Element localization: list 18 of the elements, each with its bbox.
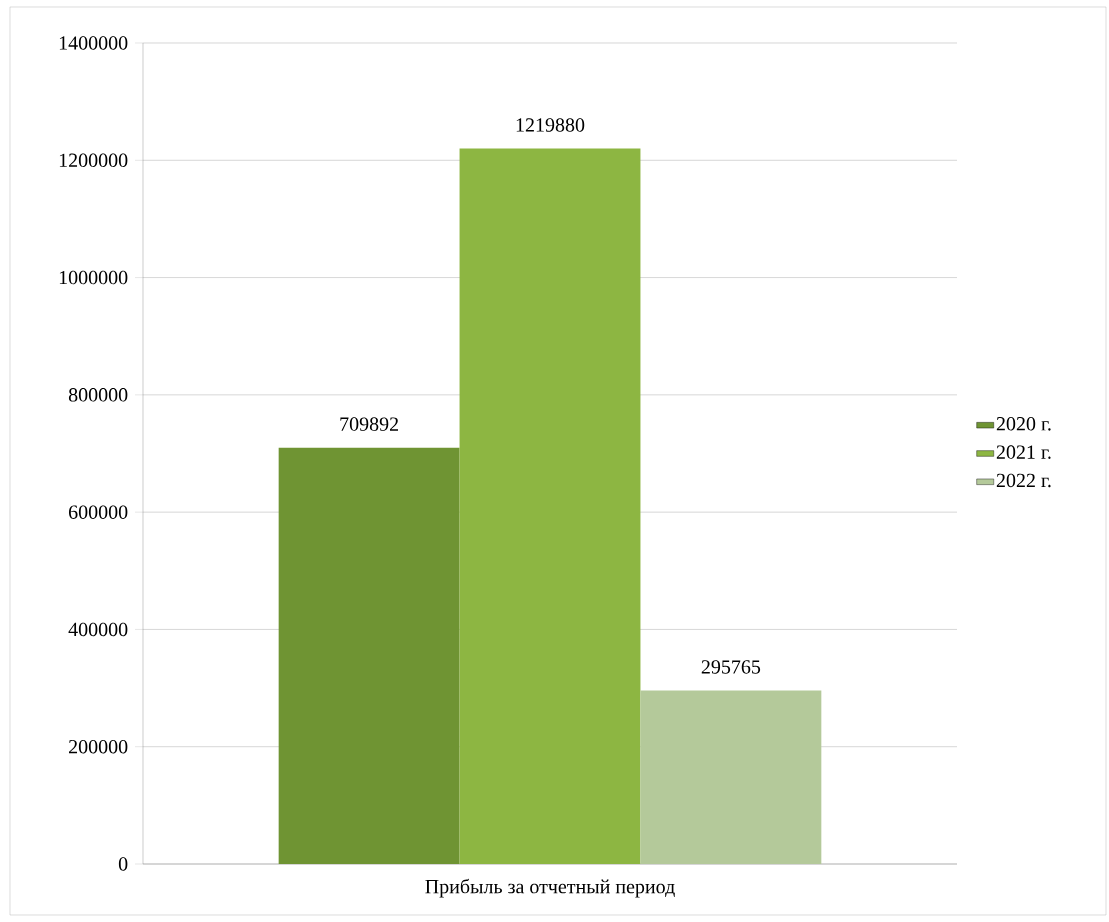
y-tick-label: 800000	[68, 388, 128, 402]
bar	[278, 447, 460, 864]
y-tick-label: 600000	[69, 505, 128, 519]
y-tick-label: 1000000	[59, 270, 128, 285]
bar	[459, 148, 641, 864]
data-label: 295765	[701, 660, 761, 674]
y-tick-label: 1200000	[59, 153, 128, 168]
legend-label: 2022 г.	[996, 473, 1051, 488]
x-tick-label: Прибыль за отчетный период	[425, 878, 675, 898]
legend-label: 2020 г.	[996, 417, 1051, 431]
legend-label: 2021 г.	[996, 445, 1051, 459]
y-tick-label: 400000	[68, 622, 128, 637]
data-label: 1219880	[516, 118, 585, 132]
y-tick-label: 200000	[69, 739, 128, 754]
data-label: 709892	[340, 417, 398, 431]
y-tick-label: 0	[118, 857, 128, 871]
y-tick-label: 1400000	[59, 36, 128, 50]
bar	[640, 690, 822, 864]
